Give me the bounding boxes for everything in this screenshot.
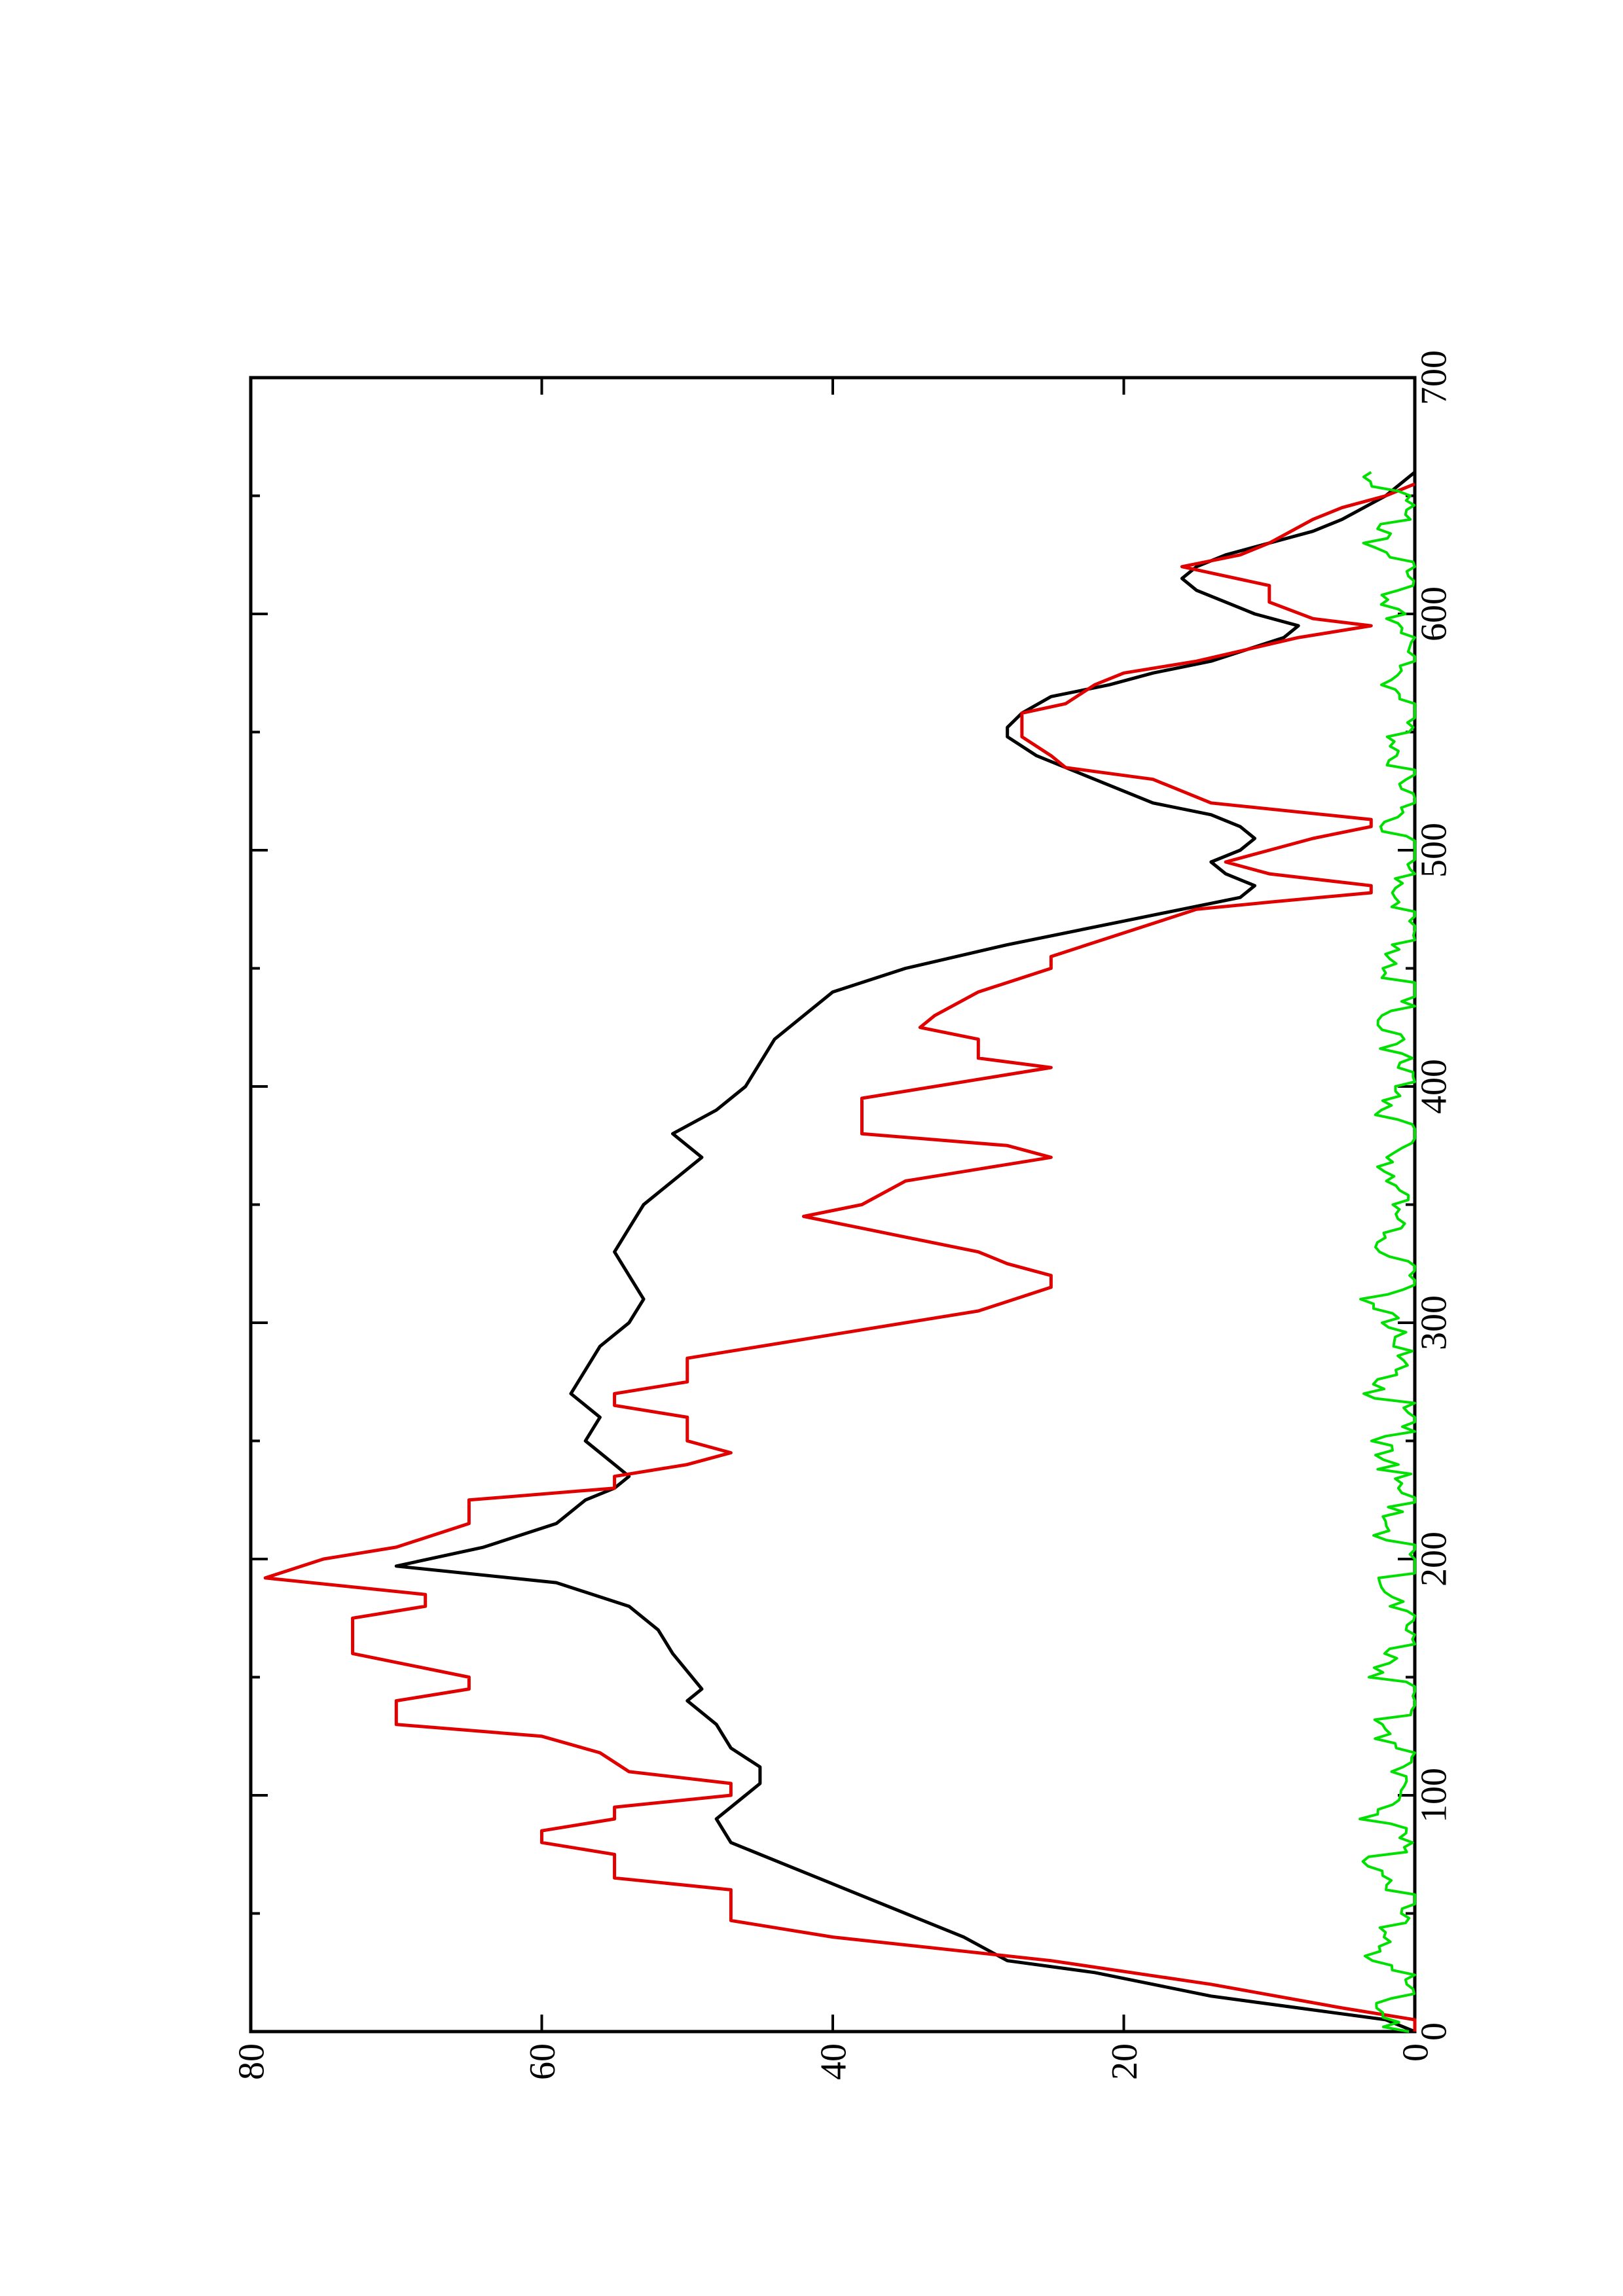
- y-tick-label: 60: [522, 2043, 563, 2080]
- y-tick-label: 40: [814, 2043, 854, 2080]
- x-tick-label: 200: [1414, 1532, 1455, 1587]
- x-tick-label: 300: [1414, 1295, 1455, 1350]
- x-tick-label: 500: [1414, 823, 1455, 878]
- x-tick-label: 600: [1414, 586, 1455, 641]
- y-tick-label: 80: [232, 2043, 272, 2080]
- x-tick-label: 700: [1414, 350, 1455, 405]
- series-line-2: [263, 482, 1417, 2032]
- x-tick-label: 400: [1414, 1059, 1455, 1114]
- series-line-1: [394, 471, 1416, 2034]
- x-tick-label: 100: [1414, 1768, 1455, 1823]
- axis-ticks: [249, 376, 1416, 2033]
- y-tick-label: 20: [1104, 2043, 1145, 2080]
- x-tick-label: 0: [1414, 2022, 1455, 2041]
- tick-labels: 0 100 200 300 400 500 600 700 0 20 40 60 80: [232, 350, 1455, 2080]
- series-layer: [263, 471, 1417, 2034]
- series-line-3: [1359, 471, 1416, 2033]
- y-tick-label: 0: [1396, 2043, 1436, 2062]
- plot-frame: [249, 376, 1417, 2034]
